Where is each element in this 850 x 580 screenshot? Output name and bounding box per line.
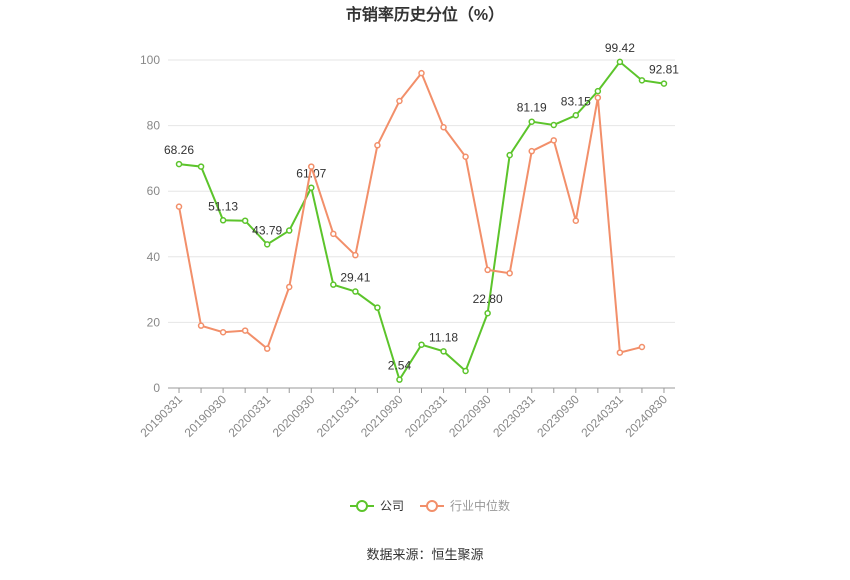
point bbox=[616, 349, 624, 356]
point bbox=[219, 217, 227, 224]
point bbox=[285, 283, 293, 291]
point bbox=[594, 94, 602, 101]
point bbox=[352, 288, 359, 295]
point bbox=[418, 69, 425, 77]
x-tick-label: 20220331 bbox=[402, 392, 450, 440]
point bbox=[396, 97, 403, 105]
point bbox=[241, 217, 249, 224]
point bbox=[175, 203, 183, 210]
point bbox=[484, 309, 491, 317]
legend-item: 公司 bbox=[350, 499, 404, 513]
point bbox=[594, 87, 602, 95]
point bbox=[660, 80, 668, 87]
point bbox=[308, 163, 315, 170]
point bbox=[197, 322, 205, 329]
legend-label: 行业中位数 bbox=[450, 498, 510, 513]
point bbox=[285, 227, 293, 234]
legend-marker bbox=[426, 500, 438, 512]
value-label: 29.41 bbox=[340, 271, 370, 285]
point bbox=[484, 266, 491, 274]
chart-title: 市销率历史分位（%） bbox=[346, 5, 504, 24]
point bbox=[330, 230, 337, 238]
series-line bbox=[178, 71, 643, 354]
x-tick-label: 20200331 bbox=[226, 392, 274, 440]
y-tick-label: 100 bbox=[140, 53, 160, 67]
y-tick-label: 20 bbox=[147, 315, 161, 329]
point bbox=[263, 345, 271, 352]
x-tick-label: 20240830 bbox=[622, 392, 670, 440]
source: 数据来源：恒生聚源 bbox=[366, 547, 483, 562]
point bbox=[550, 137, 558, 144]
y-tick-label: 80 bbox=[147, 119, 161, 133]
value-label: 61.07 bbox=[296, 167, 326, 181]
x-tick-label: 20200930 bbox=[270, 392, 318, 440]
point bbox=[638, 77, 646, 84]
point bbox=[616, 58, 624, 66]
legend-marker bbox=[356, 500, 368, 512]
point bbox=[462, 367, 469, 375]
point bbox=[308, 184, 315, 191]
x-tick-label: 20230331 bbox=[490, 392, 538, 440]
value-label: 11.18 bbox=[429, 330, 458, 344]
y-tick-label: 40 bbox=[147, 250, 161, 264]
value-label: 99.42 bbox=[605, 41, 635, 55]
x-tick-label: 20190930 bbox=[182, 392, 230, 440]
x-tick-label: 20230930 bbox=[534, 392, 582, 440]
point bbox=[374, 142, 381, 149]
y-tick-label: 60 bbox=[147, 184, 161, 198]
value-label: 81.19 bbox=[517, 101, 547, 115]
point bbox=[506, 151, 513, 159]
point bbox=[440, 348, 447, 355]
point bbox=[263, 241, 271, 248]
point bbox=[462, 153, 469, 161]
y-tick-label: 0 bbox=[153, 381, 160, 395]
x-tick-label: 20190331 bbox=[137, 392, 185, 440]
x-tick-label: 20220930 bbox=[446, 392, 494, 440]
point bbox=[374, 304, 381, 311]
value-label: 51.13 bbox=[208, 199, 238, 213]
point bbox=[506, 269, 513, 277]
legend-label: 公司 bbox=[380, 499, 404, 513]
value-label: 2.54 bbox=[388, 359, 412, 373]
legend-item: 行业中位数 bbox=[420, 498, 510, 513]
value-label: 22.80 bbox=[473, 292, 503, 306]
point bbox=[572, 217, 580, 224]
point bbox=[638, 343, 646, 351]
series-line bbox=[178, 60, 665, 383]
point bbox=[241, 327, 249, 334]
point bbox=[352, 251, 359, 259]
point bbox=[175, 160, 183, 168]
point bbox=[440, 123, 447, 131]
point bbox=[396, 376, 403, 383]
x-tick-label: 20210930 bbox=[358, 392, 406, 440]
x-tick-label: 20210331 bbox=[314, 392, 362, 440]
point bbox=[418, 341, 425, 348]
value-label: 68.26 bbox=[164, 143, 194, 157]
point bbox=[528, 118, 535, 125]
x-tick-label: 20240331 bbox=[578, 392, 626, 440]
point bbox=[219, 328, 227, 336]
value-label: 83.15 bbox=[561, 94, 591, 108]
point bbox=[197, 163, 205, 170]
value-label: 43.79 bbox=[252, 223, 282, 237]
value-label: 92.81 bbox=[649, 63, 679, 77]
point bbox=[330, 281, 337, 288]
point bbox=[550, 121, 558, 129]
point bbox=[528, 147, 535, 155]
point bbox=[572, 112, 580, 119]
